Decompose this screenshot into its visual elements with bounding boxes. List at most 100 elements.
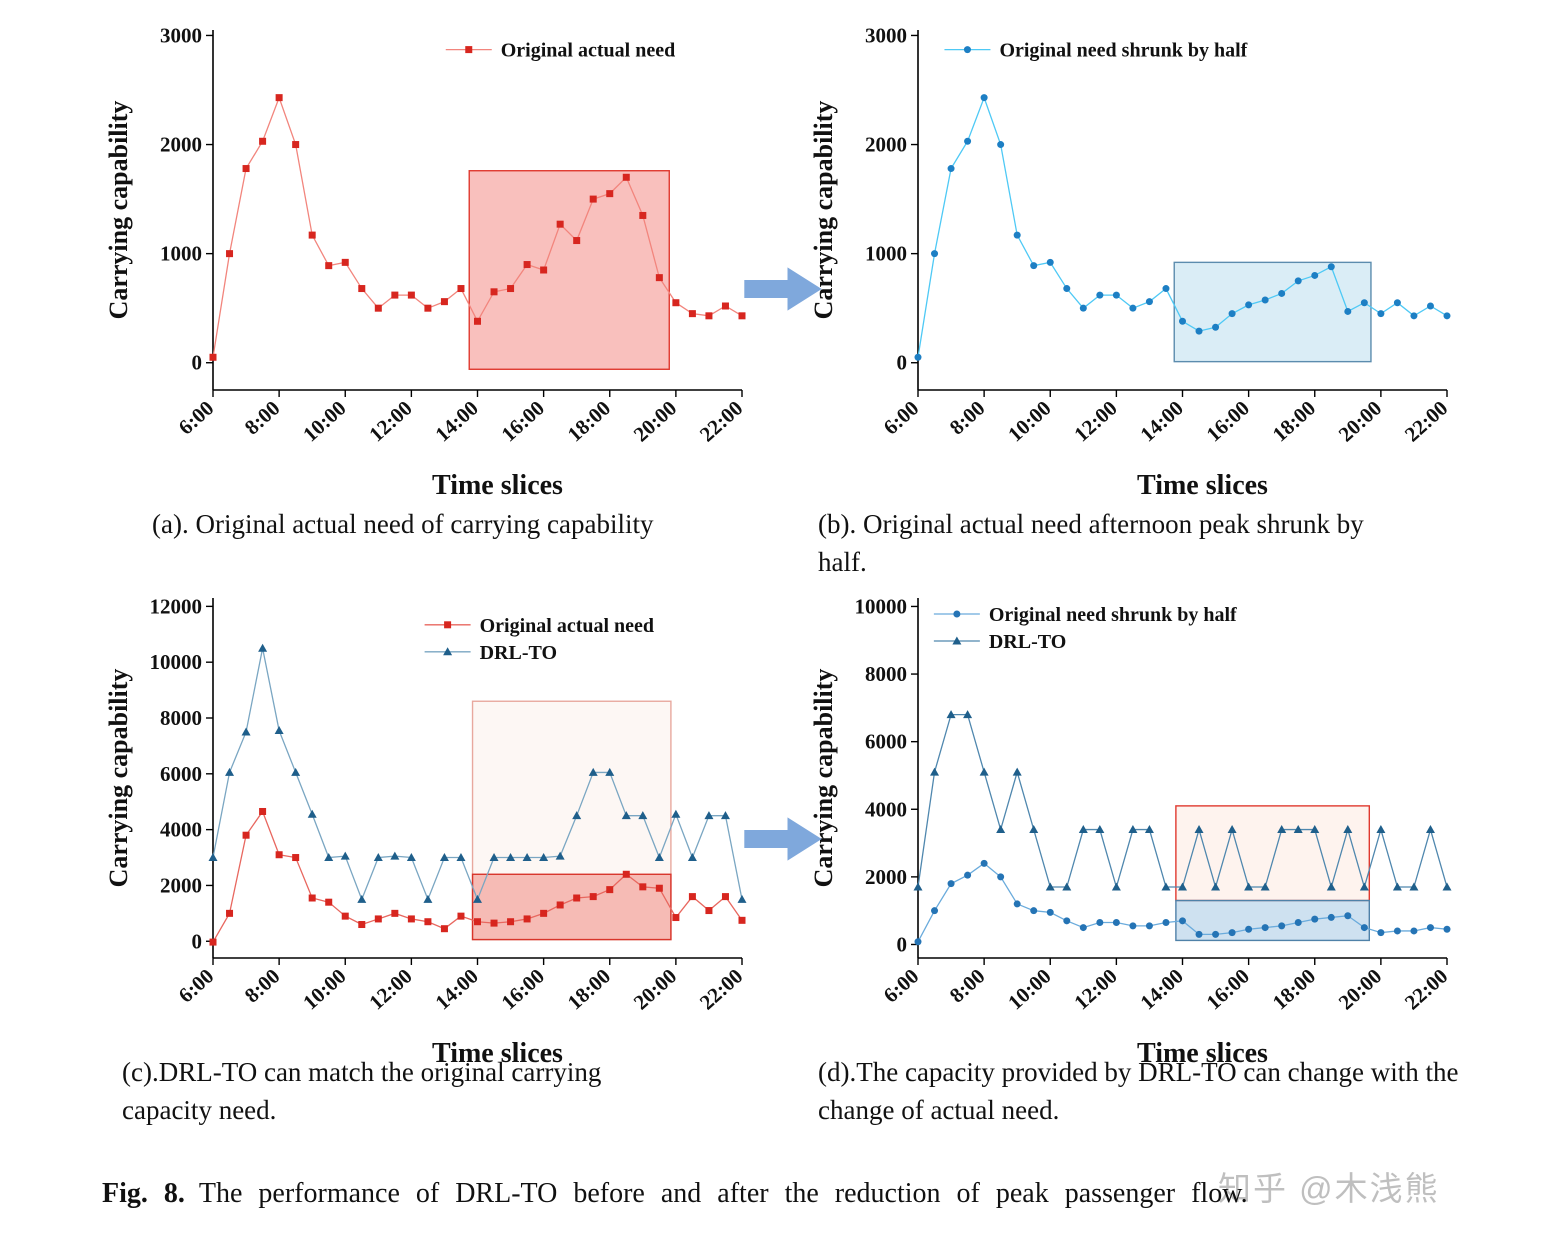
highlight-regions <box>1175 805 1371 942</box>
panel-b: 0 1000 2000 3000 6:00 8:00 10:00 12:00 14:00 16:0… <box>800 16 1465 513</box>
y-tick-label: 10000 <box>150 650 203 674</box>
highlight-region <box>1173 261 1372 363</box>
x-tick-label: 10:00 <box>1003 396 1055 447</box>
legend-label: Original actual need <box>501 40 675 62</box>
x-tick-label: 14:00 <box>430 396 482 447</box>
x-axis-label: Time slices <box>432 1038 563 1069</box>
y-tick-label: 0 <box>192 351 203 375</box>
chart-b-canvas: 0 1000 2000 3000 6:00 8:00 10:00 12:00 14:00 16:0… <box>809 23 1452 501</box>
axes: 0 2000 4000 6000 8000 10000 6:00 8:00 10:00 12:00… <box>855 594 1453 1014</box>
y-tick-label: 8000 <box>160 706 202 730</box>
y-tick-label: 2000 <box>160 873 202 897</box>
x-tick-label: 18:00 <box>563 396 615 447</box>
series-drl-to <box>913 710 1452 891</box>
legend: Original need shrunk by half <box>944 40 1248 62</box>
x-tick-label: 6:00 <box>174 964 219 1008</box>
caption-b: (b). Original actual need afternoon peak… <box>818 509 1364 577</box>
chart-d-canvas: 0 2000 4000 6000 8000 10000 6:00 8:00 10:00 12:00… <box>809 594 1453 1069</box>
x-tick-label: 8:00 <box>240 964 285 1008</box>
series-drl-to <box>208 643 747 903</box>
x-tick-label: 20:00 <box>1334 396 1386 447</box>
arrow-shape <box>744 817 822 861</box>
y-tick-label: 2000 <box>160 133 202 157</box>
x-axis-label: Time slices <box>1137 470 1268 501</box>
y-tick-label: 1000 <box>865 242 907 266</box>
caption-a: (a). Original actual need of carrying ca… <box>152 509 654 539</box>
panel-c: 0 2000 4000 6000 8000 10000 12000 6:00 8:00 10:00… <box>95 584 760 1081</box>
series-original-actual-need <box>209 94 746 361</box>
x-tick-label: 10:00 <box>298 964 350 1015</box>
y-tick-label: 2000 <box>865 865 907 889</box>
caption-d: (d).The capacity provided by DRL-TO can … <box>818 1057 1459 1125</box>
series-original-actual-need <box>209 807 746 946</box>
legend-label: Original actual need <box>480 615 654 637</box>
x-tick-label: 6:00 <box>879 964 924 1008</box>
chart-c-canvas: 0 2000 4000 6000 8000 10000 12000 6:00 8:00 10:00… <box>104 594 747 1069</box>
panel-a: 0 1000 2000 3000 6:00 8:00 10:00 12:00 14:00 16:0… <box>95 16 760 513</box>
x-tick-label: 12:00 <box>364 396 416 447</box>
x-tick-label: 20:00 <box>629 396 681 447</box>
legend-label: DRL-TO <box>989 631 1066 653</box>
x-axis-label: Time slices <box>1137 1038 1268 1069</box>
y-axis-label: Carrying capability <box>104 669 133 888</box>
x-tick-label: 14:00 <box>1135 964 1187 1015</box>
y-tick-label: 6000 <box>865 730 907 754</box>
highlight-region <box>1175 805 1371 902</box>
x-tick-label: 12:00 <box>364 964 416 1015</box>
series-original-need-shrunk-by-half <box>914 859 1451 946</box>
y-tick-label: 4000 <box>865 797 907 821</box>
legend: Original need shrunk by half DRL-TO <box>933 604 1237 653</box>
y-axis-label: Carrying capability <box>809 101 838 320</box>
x-tick-label: 18:00 <box>563 964 615 1015</box>
highlight-regions <box>471 700 672 941</box>
x-tick-label: 12:00 <box>1069 964 1121 1015</box>
x-tick-label: 16:00 <box>1201 964 1253 1015</box>
x-tick-label: 16:00 <box>1201 396 1253 447</box>
x-tick-label: 20:00 <box>1334 964 1386 1015</box>
caption-c: (c).DRL-TO can match the original carryi… <box>122 1057 602 1125</box>
legend-label: DRL-TO <box>480 642 557 664</box>
y-tick-label: 8000 <box>865 662 907 686</box>
x-tick-label: 22:00 <box>695 964 747 1015</box>
x-tick-label: 8:00 <box>945 396 990 440</box>
x-tick-label: 22:00 <box>1400 396 1452 447</box>
arrow-shape <box>744 267 822 311</box>
figure-caption-text: The performance of DRL-TO before and aft… <box>198 1178 1248 1209</box>
legend-label: Original need shrunk by half <box>989 604 1237 626</box>
y-tick-label: 0 <box>192 929 203 953</box>
x-tick-label: 18:00 <box>1268 964 1320 1015</box>
y-tick-label: 12000 <box>150 594 203 618</box>
x-tick-label: 16:00 <box>496 964 548 1015</box>
legend: Original actual need DRL-TO <box>424 615 654 664</box>
y-tick-label: 10000 <box>855 594 908 618</box>
x-axis-label: Time slices <box>432 470 563 501</box>
y-tick-label: 3000 <box>160 23 202 47</box>
y-tick-label: 4000 <box>160 818 202 842</box>
x-tick-label: 22:00 <box>695 396 747 447</box>
panel-d: 0 2000 4000 6000 8000 10000 6:00 8:00 10:00 12:00… <box>800 584 1465 1081</box>
x-tick-label: 22:00 <box>1400 964 1452 1015</box>
legend: Original actual need <box>445 40 675 62</box>
x-tick-label: 20:00 <box>629 964 681 1015</box>
watermark: 知乎 @木浅熊 <box>1218 1170 1440 1207</box>
y-tick-label: 1000 <box>160 242 202 266</box>
y-tick-label: 3000 <box>865 23 907 47</box>
y-axis-label: Carrying capability <box>104 101 133 320</box>
axes: 0 1000 2000 3000 6:00 8:00 10:00 12:00 14:00 16:0… <box>865 23 1452 446</box>
x-tick-label: 6:00 <box>174 396 219 440</box>
highlight-region <box>468 170 670 370</box>
x-tick-label: 8:00 <box>240 396 285 440</box>
x-tick-label: 8:00 <box>945 964 990 1008</box>
y-tick-label: 2000 <box>865 133 907 157</box>
y-axis-label: Carrying capability <box>809 669 838 888</box>
x-tick-label: 10:00 <box>1003 964 1055 1015</box>
x-tick-label: 10:00 <box>298 396 350 447</box>
highlight-regions <box>468 170 670 370</box>
x-tick-label: 18:00 <box>1268 396 1320 447</box>
series-original-need-shrunk-by-half <box>914 94 1451 361</box>
figure-caption: Fig. 8. The performance of DRL-TO before … <box>102 1178 1248 1210</box>
highlight-regions <box>1173 261 1372 363</box>
y-tick-label: 0 <box>897 351 908 375</box>
flow-arrow-icon-1 <box>744 267 822 311</box>
